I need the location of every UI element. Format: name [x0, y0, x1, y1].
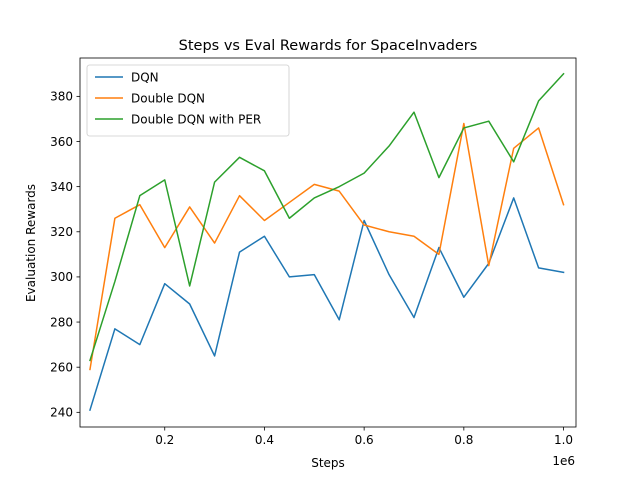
axes: 0.2 0.4 0.6 0.8 1.0 240 260 280 300 320 340 360 380 — [50, 57, 577, 447]
chart-title: Steps vs Eval Rewards for SpaceInvaders — [179, 38, 478, 54]
series-line-1 — [89, 122, 565, 371]
x-axis-label: Steps — [311, 456, 345, 470]
legend-label-2: Double DQN with PER — [131, 112, 261, 126]
y-tick-label: 320 — [50, 225, 73, 239]
legend-box — [86, 64, 290, 137]
y-tick-label: 300 — [50, 270, 73, 284]
y-tick-label: 260 — [50, 360, 73, 374]
plot-frame — [79, 57, 577, 428]
y-tick-label: 240 — [50, 406, 73, 420]
x-tick-label: 1.0 — [554, 433, 573, 447]
series-line-2 — [89, 72, 565, 362]
legend-label-1: Double DQN — [131, 91, 205, 105]
x-tick-label: 0.8 — [454, 433, 473, 447]
legend-label-0: DQN — [131, 70, 159, 84]
series-line-0 — [89, 197, 565, 412]
y-tick-label: 340 — [50, 180, 73, 194]
series-lines — [89, 72, 565, 412]
x-tick-label: 0.4 — [255, 433, 274, 447]
x-axis-offset-label: 1e6 — [552, 454, 575, 468]
x-tick-label: 0.6 — [355, 433, 374, 447]
legend: DQN Double DQN Double DQN with PER — [86, 64, 290, 137]
y-tick-label: 380 — [50, 90, 73, 104]
x-tick-label: 0.2 — [155, 433, 174, 447]
y-axis-label: Evaluation Rewards — [24, 184, 38, 302]
y-tick-label: 360 — [50, 135, 73, 149]
y-tick-label: 280 — [50, 315, 73, 329]
